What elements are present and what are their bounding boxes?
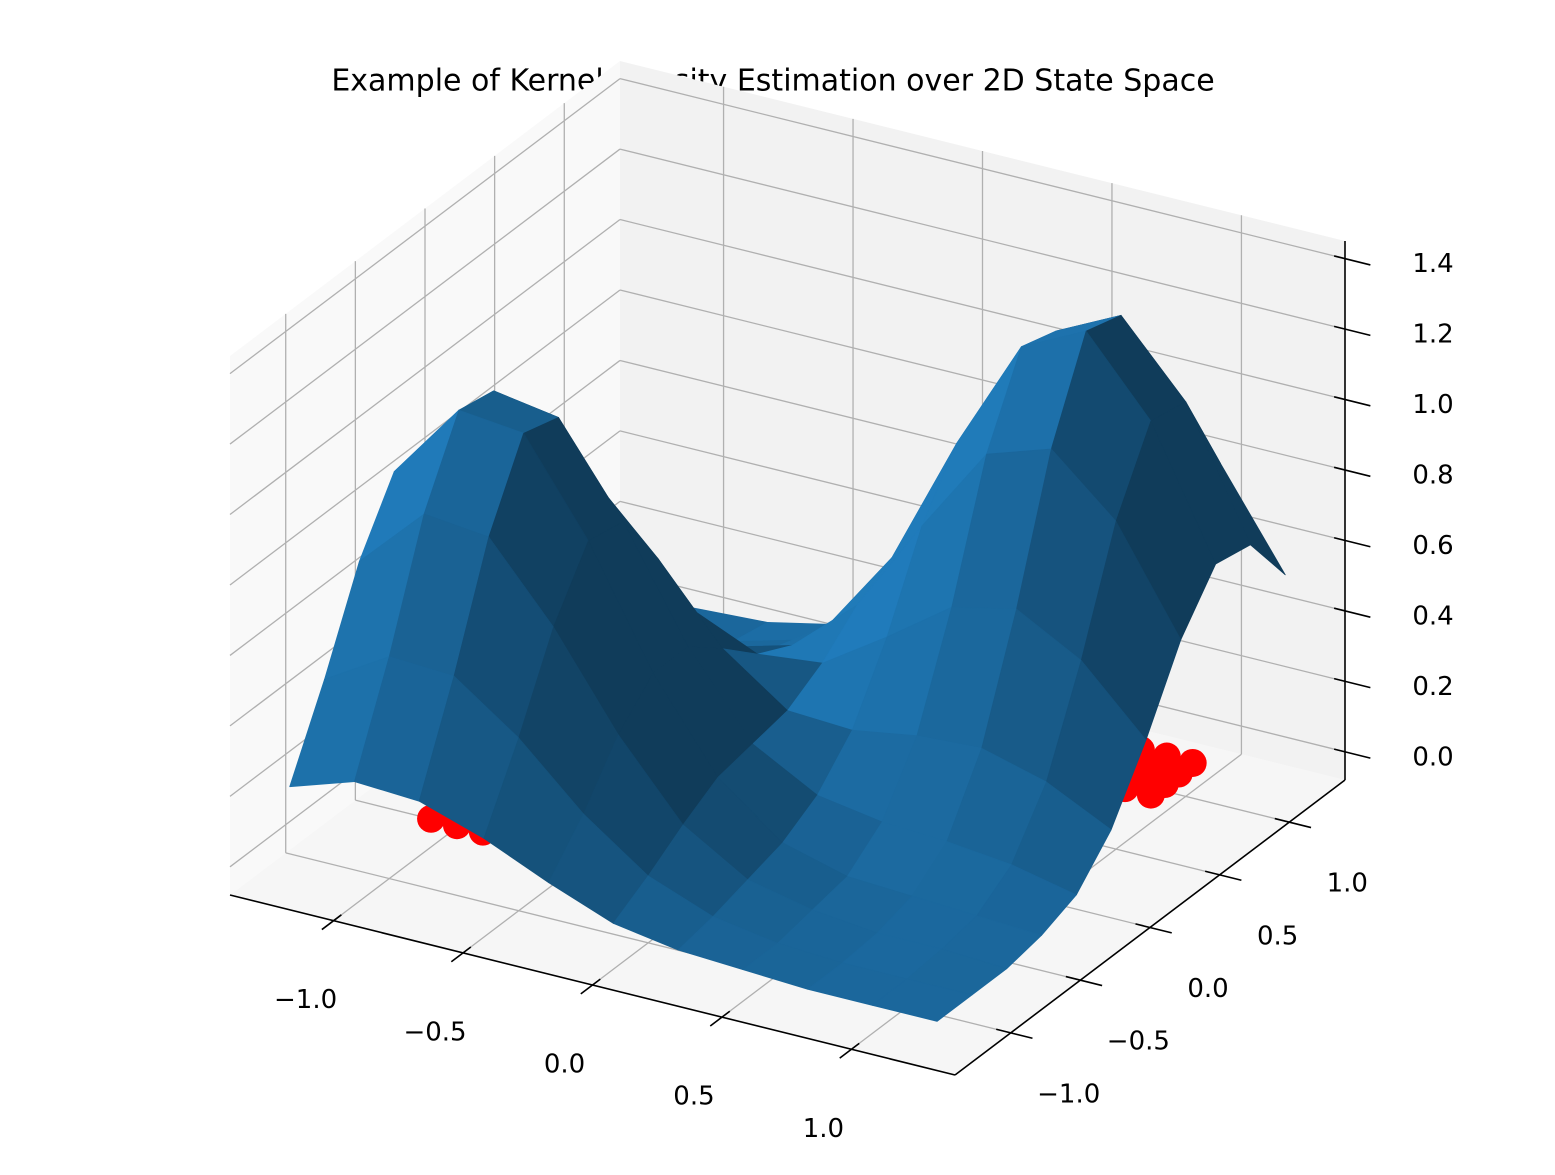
x-tick-label: 0.0 — [544, 1050, 585, 1080]
z-tick-label: 0.4 — [1412, 601, 1453, 631]
x-tick-label: 1.0 — [803, 1114, 844, 1144]
y-tick-label: 0.0 — [1187, 974, 1228, 1004]
y-tick — [996, 1028, 1033, 1040]
z-tick-label: 0.8 — [1412, 460, 1453, 490]
y-tick — [1135, 923, 1172, 934]
y-tick — [1065, 975, 1103, 987]
z-tick — [1333, 466, 1371, 478]
grid-line — [619, 289, 1346, 471]
z-tick-label: 0.6 — [1412, 531, 1453, 561]
z-tick — [1333, 536, 1371, 548]
x-tick — [321, 914, 342, 931]
y-tick-label: 0.5 — [1257, 921, 1298, 951]
surface-patch — [871, 978, 973, 1022]
x-tick — [709, 1010, 731, 1027]
y-tick — [1204, 870, 1242, 881]
scatter-point — [1152, 742, 1181, 771]
x-tick — [580, 978, 601, 995]
x-tick — [450, 946, 472, 963]
scatter-point — [1178, 748, 1207, 777]
z-tick — [1333, 677, 1371, 689]
grid-line — [229, 219, 621, 516]
x-tick-label: −1.0 — [274, 985, 337, 1015]
grid-line — [229, 78, 621, 375]
z-tick-label: 1.2 — [1412, 320, 1453, 350]
z-tick-label: 1.0 — [1412, 390, 1453, 420]
grid-line — [229, 148, 621, 445]
z-tick — [1333, 748, 1371, 759]
y-tick — [1274, 817, 1312, 829]
grid-line — [619, 218, 1346, 401]
y-tick-label: 1.0 — [1327, 869, 1368, 899]
z-tick — [1333, 607, 1371, 618]
z-tick — [1333, 325, 1371, 337]
x-tick-label: −0.5 — [403, 1017, 466, 1047]
y-tick-label: −0.5 — [1107, 1027, 1170, 1057]
z-tick-label: 0.0 — [1412, 742, 1453, 772]
z-tick-label: 1.4 — [1412, 249, 1453, 279]
y-tick-label: −1.0 — [1037, 1079, 1100, 1109]
chart-title: Example of Kernel Density Estimation ove… — [331, 64, 1214, 99]
x-tick-label: 0.5 — [673, 1082, 714, 1112]
x-tick — [839, 1042, 860, 1059]
z-tick — [1333, 396, 1371, 407]
z-tick-label: 0.2 — [1412, 672, 1453, 702]
z-tick — [1333, 255, 1371, 266]
grid-line — [619, 77, 1346, 260]
grid-line — [229, 289, 621, 586]
grid-line — [619, 148, 1346, 330]
